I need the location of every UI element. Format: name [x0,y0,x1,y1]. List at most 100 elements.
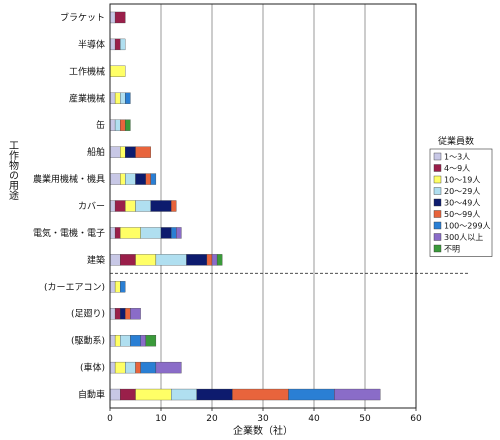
bar-segment [206,254,213,266]
bar-segment [114,361,126,374]
bar-segment [114,281,121,293]
legend-label: 不明 [444,245,460,254]
y-axis-title: 工作物の用途 [7,140,19,201]
bar-segment [120,227,141,239]
bar-segment [140,361,157,374]
bar-segment [114,335,121,347]
legend-label: 100～299人 [444,222,491,231]
bar-segment [109,146,121,158]
bar-segment [211,254,218,266]
bar-segment [120,281,126,293]
bar-segment [130,335,141,347]
bar-segment [109,281,116,293]
category-label: 工作機械 [69,65,105,77]
bar-segment [114,11,126,24]
bar-segment [109,65,126,77]
bar-segment [120,38,126,51]
x-tick-label: 10 [155,414,167,424]
bar-segment [135,388,172,401]
bar-segment [171,200,177,212]
bar-segment [114,308,121,320]
bar-segment [109,361,116,374]
bar-segment [120,173,126,185]
legend-swatch [433,210,442,218]
bar-segment [334,388,381,401]
legend-title: 従業員数 [438,135,474,147]
x-tick-label: 0 [107,414,113,424]
bar-segment [120,335,131,347]
bar-segment [120,254,136,266]
legend-label: 1～3人 [444,153,470,162]
bar-segment [109,92,116,104]
bar-segment [109,173,121,185]
bar-segment [155,361,182,374]
category-label: 産業機械 [69,92,105,104]
category-label: 農業用機械・機具 [33,173,105,185]
bar-segment [114,119,121,131]
bar-segment [125,308,131,320]
bar-segment [120,146,126,158]
category-label: カバー [78,201,105,212]
bar-segment [135,146,151,158]
bar-segment [145,173,151,185]
plot-frame [109,3,417,409]
bar-segment [109,11,116,24]
legend-swatch [433,164,442,172]
x-tick-label: 30 [257,414,269,424]
legend-swatch [433,175,442,184]
bar-segment [109,200,116,212]
bar-segment [125,200,136,212]
bar-segment [155,254,187,266]
legend-label: 30～49人 [444,199,480,208]
category-label: (足廻り) [71,309,105,320]
bar-segment [140,335,146,347]
bar-segment [109,254,121,266]
bar-segment [109,308,116,320]
bar-segment [171,227,177,239]
bar-segment [109,227,116,239]
bar-segment [109,335,116,347]
x-tick-label: 60 [410,414,422,424]
bar-segment [114,227,121,239]
legend-swatch [433,198,442,207]
bar-segment [232,388,289,401]
bar-segment [171,388,197,401]
legend-swatch [433,233,442,241]
bar-segment [145,335,157,347]
bar-segment [140,227,162,239]
legend-label: 50～99人 [444,210,480,219]
bar-segment [130,308,141,320]
category-label: (駆動系) [71,336,105,347]
category-label: (カーエアコン) [44,282,105,293]
x-axis-title: 企業数（社） [233,424,293,437]
bar-segment [114,200,126,212]
bar-segment [150,200,172,212]
category-label: 缶 [96,119,105,131]
bar-segment [125,92,131,104]
bar-segment [196,388,233,401]
bar-segment [135,173,146,185]
bar-segment [186,254,208,266]
bar-segment [160,227,172,239]
x-tick-label: 50 [359,414,371,424]
bar-segment [176,227,182,239]
bar-segment [109,388,121,401]
category-label: 電気・電機・電子 [33,227,105,239]
bar-segment [114,92,121,104]
legend-swatch [433,221,442,230]
bar-segment [216,254,223,266]
x-tick-label: 20 [206,414,218,424]
bar-segment [125,146,136,158]
bar-segment [125,119,131,131]
bar-segment [109,119,116,131]
bar-segment [135,200,151,212]
legend-label: 20～29人 [444,187,480,196]
category-label: 半導体 [78,38,105,50]
legend-swatch [433,187,442,195]
legend: 従業員数 1～3人 4～9人 10～19人 20～29人 30～49人 50～99人 100～… [429,135,493,257]
bar-segment [120,308,126,320]
bar-segment [125,361,136,374]
bar-segment [120,388,136,401]
bar-segment [120,119,126,131]
